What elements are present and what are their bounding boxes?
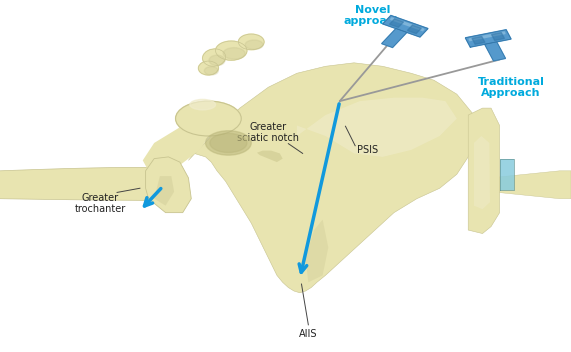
Polygon shape [468,108,500,233]
Ellipse shape [239,34,264,50]
Polygon shape [383,15,428,37]
Ellipse shape [206,131,251,155]
Polygon shape [407,25,421,34]
Polygon shape [472,36,485,44]
Ellipse shape [190,99,215,110]
Ellipse shape [223,48,245,59]
Polygon shape [485,42,505,61]
Polygon shape [492,32,504,40]
Polygon shape [154,176,174,206]
Polygon shape [469,32,505,40]
Ellipse shape [216,41,247,60]
Ellipse shape [198,61,219,75]
Polygon shape [389,19,404,27]
Polygon shape [0,167,171,200]
Polygon shape [500,159,514,190]
Polygon shape [297,98,457,157]
Polygon shape [465,30,511,47]
Ellipse shape [204,67,218,75]
Polygon shape [391,18,424,31]
Ellipse shape [210,133,247,152]
Text: Greater
trochanter: Greater trochanter [74,194,126,214]
Polygon shape [381,29,407,48]
Ellipse shape [203,49,226,66]
Polygon shape [143,119,211,171]
Polygon shape [491,171,571,199]
Ellipse shape [176,101,241,136]
Text: Greater
sciatic notch: Greater sciatic notch [238,122,299,143]
Polygon shape [257,151,283,162]
Ellipse shape [209,55,225,65]
Polygon shape [146,157,191,213]
Polygon shape [474,136,490,209]
Text: Traditional
Approach: Traditional Approach [477,77,545,98]
Polygon shape [305,220,328,282]
Polygon shape [188,63,480,293]
Ellipse shape [245,40,263,49]
Text: PSIS: PSIS [357,145,378,155]
Text: AIIS: AIIS [299,329,317,339]
Text: Novel
approach: Novel approach [344,5,402,26]
